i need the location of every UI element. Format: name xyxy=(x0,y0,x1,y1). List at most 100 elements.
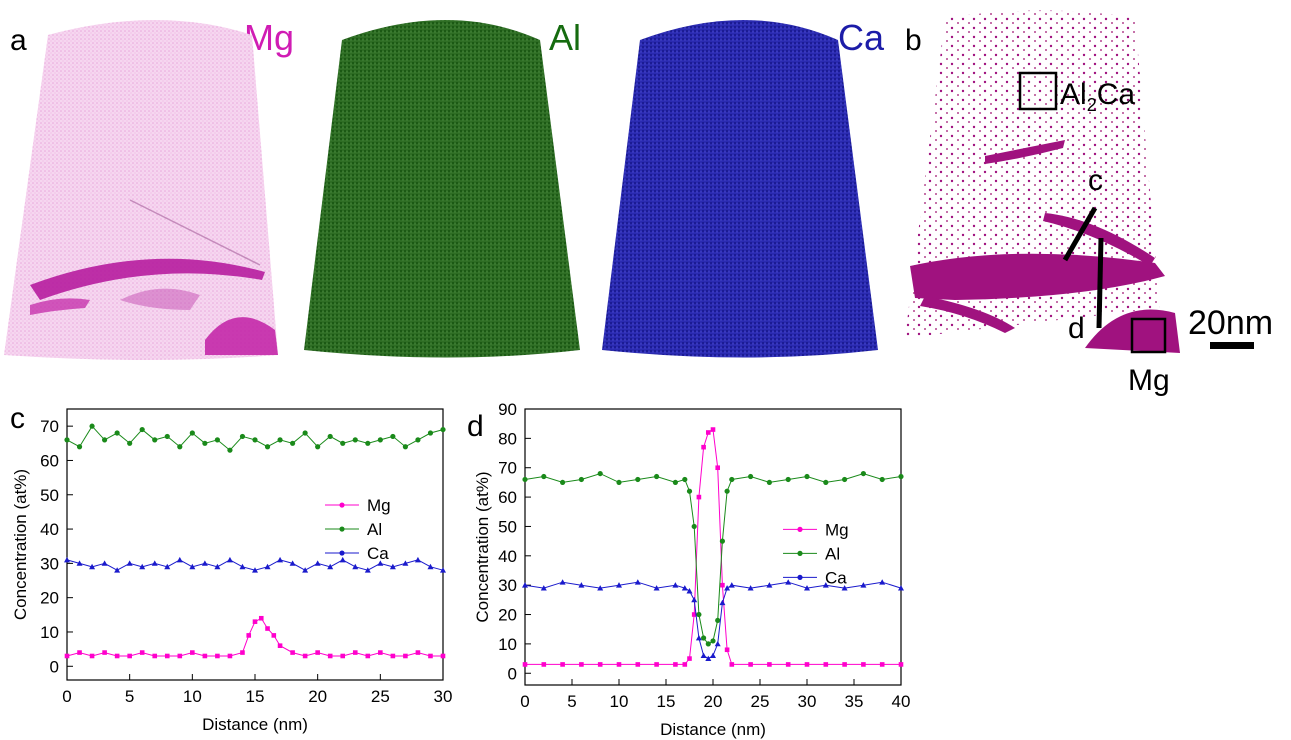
data-point-ca xyxy=(114,567,121,573)
data-point-al xyxy=(365,440,371,446)
data-point-al xyxy=(427,430,434,436)
legend-label-al: Al xyxy=(825,544,840,563)
ca-atom-map xyxy=(602,20,878,358)
matrix-mg-label: Mg xyxy=(1128,364,1170,397)
data-point-al xyxy=(766,479,772,486)
data-point-ca xyxy=(700,652,707,659)
data-point-al xyxy=(879,476,885,483)
data-point-ca xyxy=(189,563,196,570)
data-point-ca xyxy=(226,556,233,563)
y-tick-label: 10 xyxy=(498,635,517,654)
map-label-ca: Ca xyxy=(838,17,885,58)
data-point-al xyxy=(290,440,296,446)
data-point-mg xyxy=(64,653,70,659)
data-point-al xyxy=(302,430,308,436)
panel-label-c: c xyxy=(10,402,25,435)
y-tick-label: 20 xyxy=(498,606,517,625)
y-tick-label: 60 xyxy=(40,451,59,470)
data-point-al xyxy=(860,470,866,477)
data-point-mg xyxy=(277,643,283,648)
data-point-al xyxy=(327,433,333,440)
x-tick-label: 20 xyxy=(704,692,723,711)
data-point-al xyxy=(748,473,754,480)
data-point-mg xyxy=(748,662,753,667)
data-point-al xyxy=(202,440,208,446)
data-point-al xyxy=(597,470,603,477)
data-point-mg xyxy=(152,653,158,659)
data-point-mg xyxy=(428,653,433,659)
data-point-mg xyxy=(706,430,711,435)
data-point-ca xyxy=(714,640,721,647)
data-point-al xyxy=(227,447,233,453)
data-point-al xyxy=(340,440,346,446)
data-point-ca xyxy=(898,585,904,591)
data-point-mg xyxy=(202,653,208,659)
x-tick-label: 0 xyxy=(520,692,529,711)
data-point-al xyxy=(139,426,145,433)
data-point-ca xyxy=(101,560,108,566)
data-point-ca xyxy=(728,582,735,588)
y-tick-label: 80 xyxy=(498,429,517,448)
data-point-mg xyxy=(271,633,277,638)
data-point-ca xyxy=(201,560,208,566)
y-tick-label: 20 xyxy=(40,589,59,608)
legend-marker-mg xyxy=(339,502,345,508)
data-point-al xyxy=(189,430,195,436)
line-profile-d: 0 5 10 15 20 25 30 35 40 0 10 20 30 40 50 60 70 80 90 Dista… xyxy=(473,400,910,739)
legend-marker-mg xyxy=(797,526,803,532)
data-point-mg xyxy=(327,653,333,659)
line-c-label: c xyxy=(1088,164,1103,197)
data-point-ca xyxy=(695,635,702,641)
data-point-mg xyxy=(290,650,295,655)
y-tick-label: 50 xyxy=(40,486,59,505)
x-tick-label: 20 xyxy=(308,687,327,706)
precipitate-label: Al2Ca xyxy=(1060,78,1136,115)
data-point-mg xyxy=(246,633,252,638)
x-tick-label: 30 xyxy=(434,687,453,706)
data-point-al xyxy=(252,437,258,443)
series-line-al xyxy=(524,473,902,645)
data-point-al xyxy=(898,473,904,480)
data-point-al xyxy=(842,476,848,483)
data-point-ca xyxy=(264,563,271,570)
data-point-mg xyxy=(579,662,584,667)
data-point-ca xyxy=(289,560,296,566)
data-point-al xyxy=(785,476,791,483)
data-point-al xyxy=(214,437,220,443)
data-point-al xyxy=(415,437,421,443)
x-tick-label: 25 xyxy=(751,692,770,711)
data-point-al xyxy=(729,476,735,483)
x-tick-label: 10 xyxy=(183,687,202,706)
x-axis-title: Distance (nm) xyxy=(660,720,766,739)
data-point-ca xyxy=(302,567,309,573)
data-point-mg xyxy=(715,465,720,471)
legend-marker-al xyxy=(797,550,803,556)
data-point-ca xyxy=(164,563,171,570)
data-point-al xyxy=(696,611,702,618)
y-tick-label: 0 xyxy=(508,664,517,683)
x-tick-label: 10 xyxy=(610,692,629,711)
scale-bar xyxy=(1210,342,1254,349)
data-point-al xyxy=(701,635,707,641)
data-point-mg xyxy=(541,662,547,667)
x-tick-label: 15 xyxy=(246,687,265,706)
data-point-mg xyxy=(227,653,233,659)
data-point-al xyxy=(390,433,396,440)
al-atom-map xyxy=(304,20,580,358)
data-point-mg xyxy=(403,653,408,659)
mg-atom-map xyxy=(4,20,278,360)
data-point-mg xyxy=(616,662,622,667)
data-point-mg xyxy=(729,662,735,667)
data-point-ca xyxy=(691,596,698,603)
data-point-mg xyxy=(415,650,421,655)
data-point-ca xyxy=(724,585,731,591)
data-point-mg xyxy=(77,650,82,655)
data-point-ca xyxy=(252,567,258,573)
data-point-ca xyxy=(414,556,421,563)
x-tick-label: 15 xyxy=(657,692,676,711)
data-point-mg xyxy=(139,650,145,655)
data-point-al xyxy=(541,473,547,480)
data-point-mg xyxy=(114,653,120,659)
data-point-al xyxy=(578,476,584,483)
series-line-ca xyxy=(524,581,902,660)
